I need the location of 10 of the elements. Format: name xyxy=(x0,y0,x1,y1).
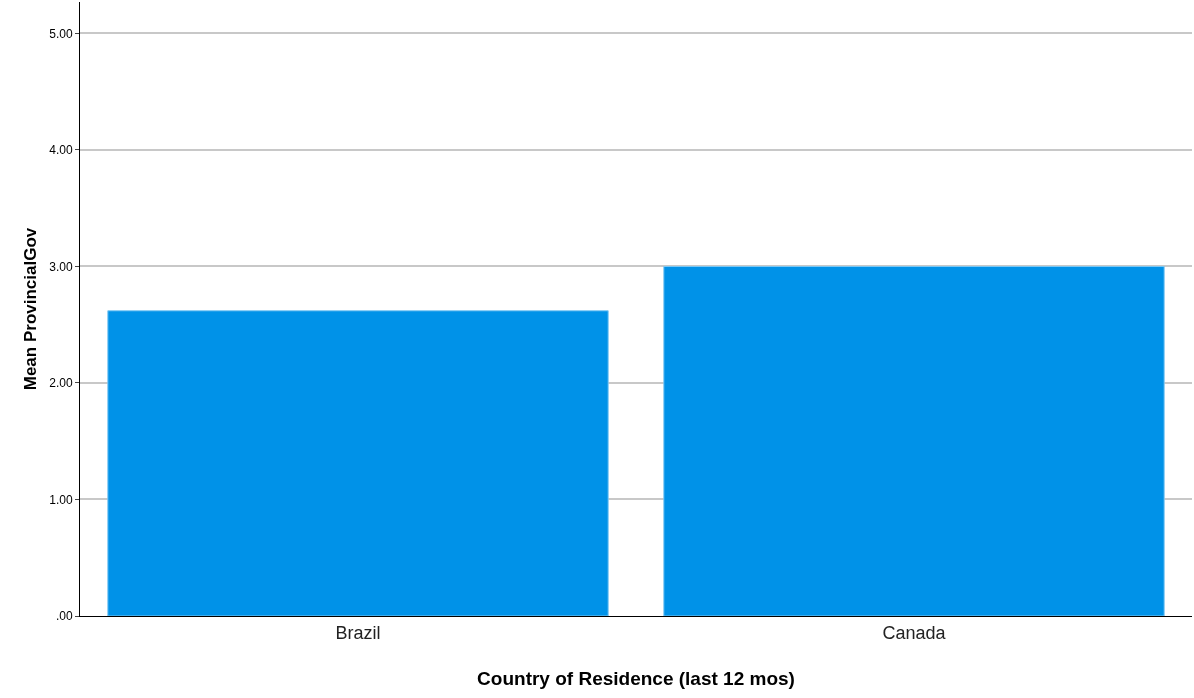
y-tick-label: 5.00 xyxy=(49,26,73,41)
y-tick-label: .00 xyxy=(55,609,73,624)
y-tick-label: 1.00 xyxy=(49,492,73,507)
x-axis-title: Country of Residence (last 12 mos) xyxy=(477,668,795,690)
x-tick-label: Brazil xyxy=(335,622,381,643)
y-axis-title: Mean ProvincialGov xyxy=(20,227,40,391)
y-tick-label: 4.00 xyxy=(49,143,73,158)
y-tick-label: 2.00 xyxy=(49,376,73,391)
x-tick-label: Canada xyxy=(882,622,947,643)
y-tick-label: 3.00 xyxy=(49,259,73,274)
